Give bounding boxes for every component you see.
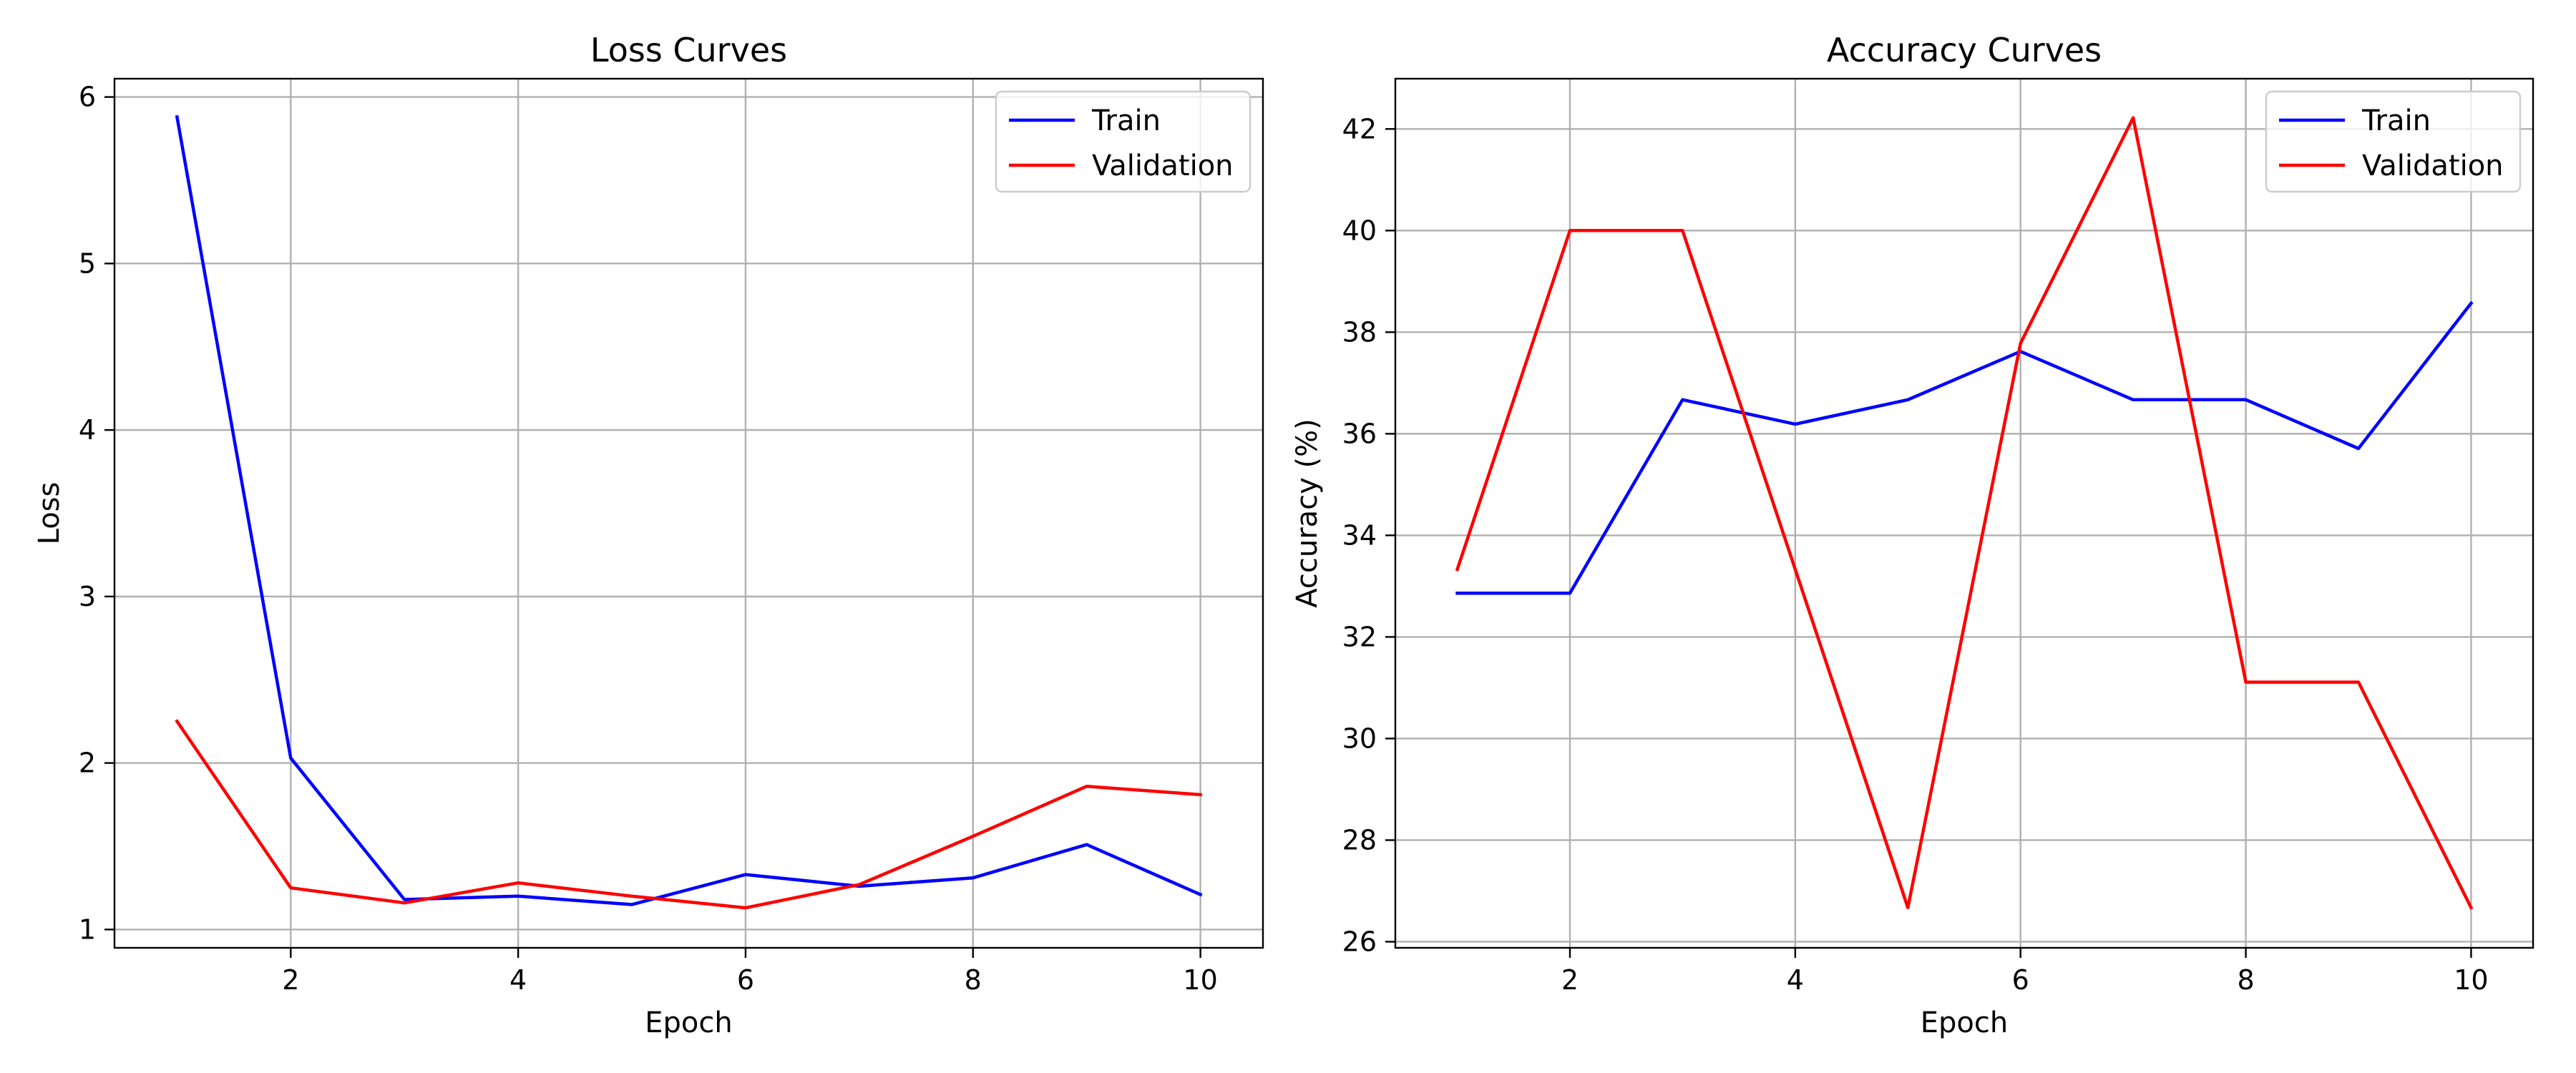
x-tick-label: 10: [2454, 964, 2488, 996]
y-tick-label: 38: [1342, 316, 1377, 348]
x-tick-label: 2: [282, 964, 299, 996]
plot-frame: [113, 77, 1264, 949]
legend: Train Validation: [2265, 90, 2522, 193]
chart-panel-2: 2 4 6 8 10 26 28 30 32 34 36 38 40 42 Accuracy Curves E…: [1291, 31, 2534, 1039]
series-line-validation: [1455, 116, 2474, 910]
series-line-validation: [175, 719, 1203, 910]
x-tick-label: 6: [737, 964, 754, 996]
x-tick-label: 6: [2012, 964, 2029, 996]
y-tick-label: 34: [1342, 519, 1377, 551]
y-tick-label: 32: [1342, 621, 1377, 652]
y-tick-label: 36: [1342, 418, 1377, 449]
y-tick-label: 1: [79, 913, 96, 945]
x-tick-label: 2: [1561, 964, 1579, 996]
plot-frame: [1394, 77, 2534, 949]
y-tick-label: 5: [79, 248, 96, 279]
series-line-train: [175, 114, 1203, 906]
x-tick-label: 8: [2237, 964, 2254, 996]
y-tick-label: 2: [79, 748, 96, 779]
y-axis-label: Loss: [33, 482, 66, 545]
y-tick-label: 6: [79, 82, 96, 113]
y-tick-label: 40: [1342, 215, 1377, 246]
y-tick-label: 3: [79, 581, 96, 612]
x-tick-label: 8: [965, 964, 982, 996]
x-tick-label: 4: [509, 964, 527, 996]
legend-label-train: Train: [2361, 104, 2431, 137]
y-tick-label: 28: [1342, 824, 1377, 856]
y-tick-label: 4: [79, 414, 96, 446]
x-axis-label: Epoch: [1921, 1006, 2008, 1039]
x-tick-label: 4: [1787, 964, 1804, 996]
legend-label-validation: Validation: [2362, 150, 2504, 182]
legend-label-train: Train: [1091, 104, 1161, 137]
y-tick-label: 42: [1342, 113, 1377, 144]
chart-title: Accuracy Curves: [1827, 31, 2102, 69]
x-axis-label: Epoch: [645, 1006, 732, 1039]
series-line-train: [1455, 300, 2474, 595]
x-tick-label: 10: [1183, 964, 1217, 996]
y-tick-label: 30: [1342, 722, 1377, 754]
legend-label-validation: Validation: [1092, 150, 1234, 182]
y-axis-label: Accuracy (%): [1291, 418, 1324, 608]
y-tick-label: 26: [1342, 926, 1377, 957]
chart-title: Loss Curves: [590, 31, 787, 69]
legend: Train Validation: [995, 90, 1252, 193]
